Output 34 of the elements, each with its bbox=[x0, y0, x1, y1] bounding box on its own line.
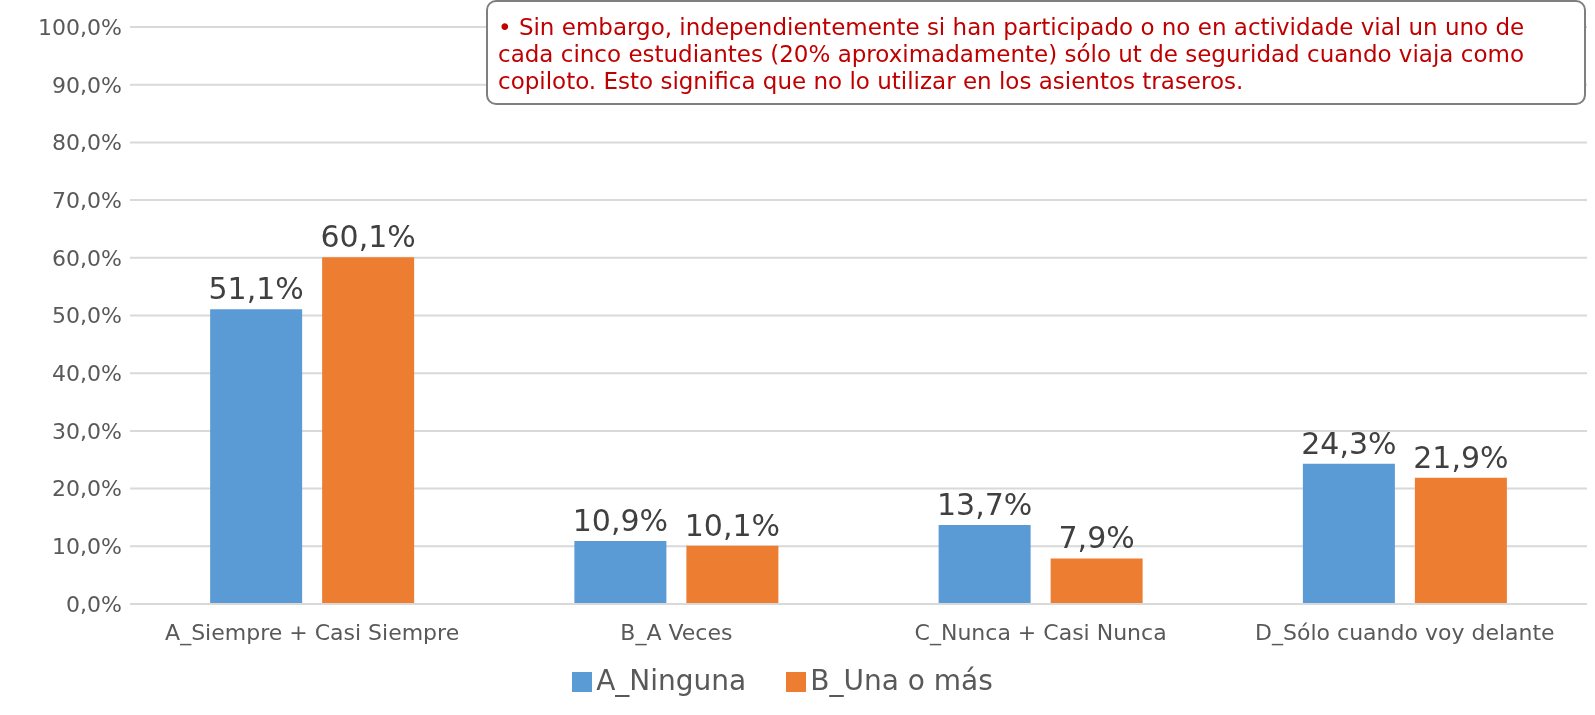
y-tick-label: 80,0% bbox=[52, 130, 122, 156]
bar bbox=[210, 309, 303, 604]
x-tick-label: B_A Veces bbox=[620, 619, 733, 646]
callout-box: • Sin embargo, independientemente si han participado o no en actividade vial un uno de cada cinco estudiantes (20% aproximadamente) sólo ut de seguridad cuando viaja como copiloto. Esto significa que no lo utilizar en los asientos traseros. bbox=[486, 0, 1586, 105]
y-tick-label: 0,0% bbox=[66, 591, 122, 617]
data-label: 10,9% bbox=[572, 503, 669, 539]
legend-label: B_Una o más bbox=[810, 664, 993, 697]
bar bbox=[322, 257, 415, 604]
x-tick-label: C_Nunca + Casi Nunca bbox=[914, 619, 1167, 646]
y-tick-label: 70,0% bbox=[52, 187, 122, 213]
y-tick-label: 10,0% bbox=[52, 534, 122, 560]
data-label: 51,1% bbox=[208, 271, 304, 307]
bar bbox=[1302, 463, 1395, 604]
x-tick-label: D_Sólo cuando voy delante bbox=[1255, 619, 1555, 646]
y-tick-label: 50,0% bbox=[52, 303, 122, 329]
y-tick-label: 40,0% bbox=[52, 361, 122, 387]
y-tick-label: 90,0% bbox=[52, 72, 122, 98]
y-tick-label: 100,0% bbox=[38, 14, 122, 40]
y-tick-label: 20,0% bbox=[52, 476, 122, 502]
y-tick-label: 30,0% bbox=[52, 418, 122, 444]
bar bbox=[1414, 477, 1507, 604]
bar bbox=[686, 545, 779, 604]
data-label: 10,1% bbox=[684, 507, 781, 543]
bar bbox=[574, 541, 667, 604]
data-label: 7,9% bbox=[1058, 520, 1135, 556]
legend-label: A_Ninguna bbox=[596, 664, 747, 697]
x-tick-label: A_Siempre + Casi Siempre bbox=[165, 619, 460, 646]
data-label: 60,1% bbox=[320, 219, 416, 255]
bar bbox=[938, 524, 1031, 604]
data-label: 21,9% bbox=[1413, 439, 1509, 475]
data-label: 13,7% bbox=[936, 486, 1033, 522]
y-tick-label: 60,0% bbox=[52, 245, 122, 271]
data-label: 24,3% bbox=[1301, 425, 1397, 461]
bar bbox=[1050, 558, 1143, 604]
